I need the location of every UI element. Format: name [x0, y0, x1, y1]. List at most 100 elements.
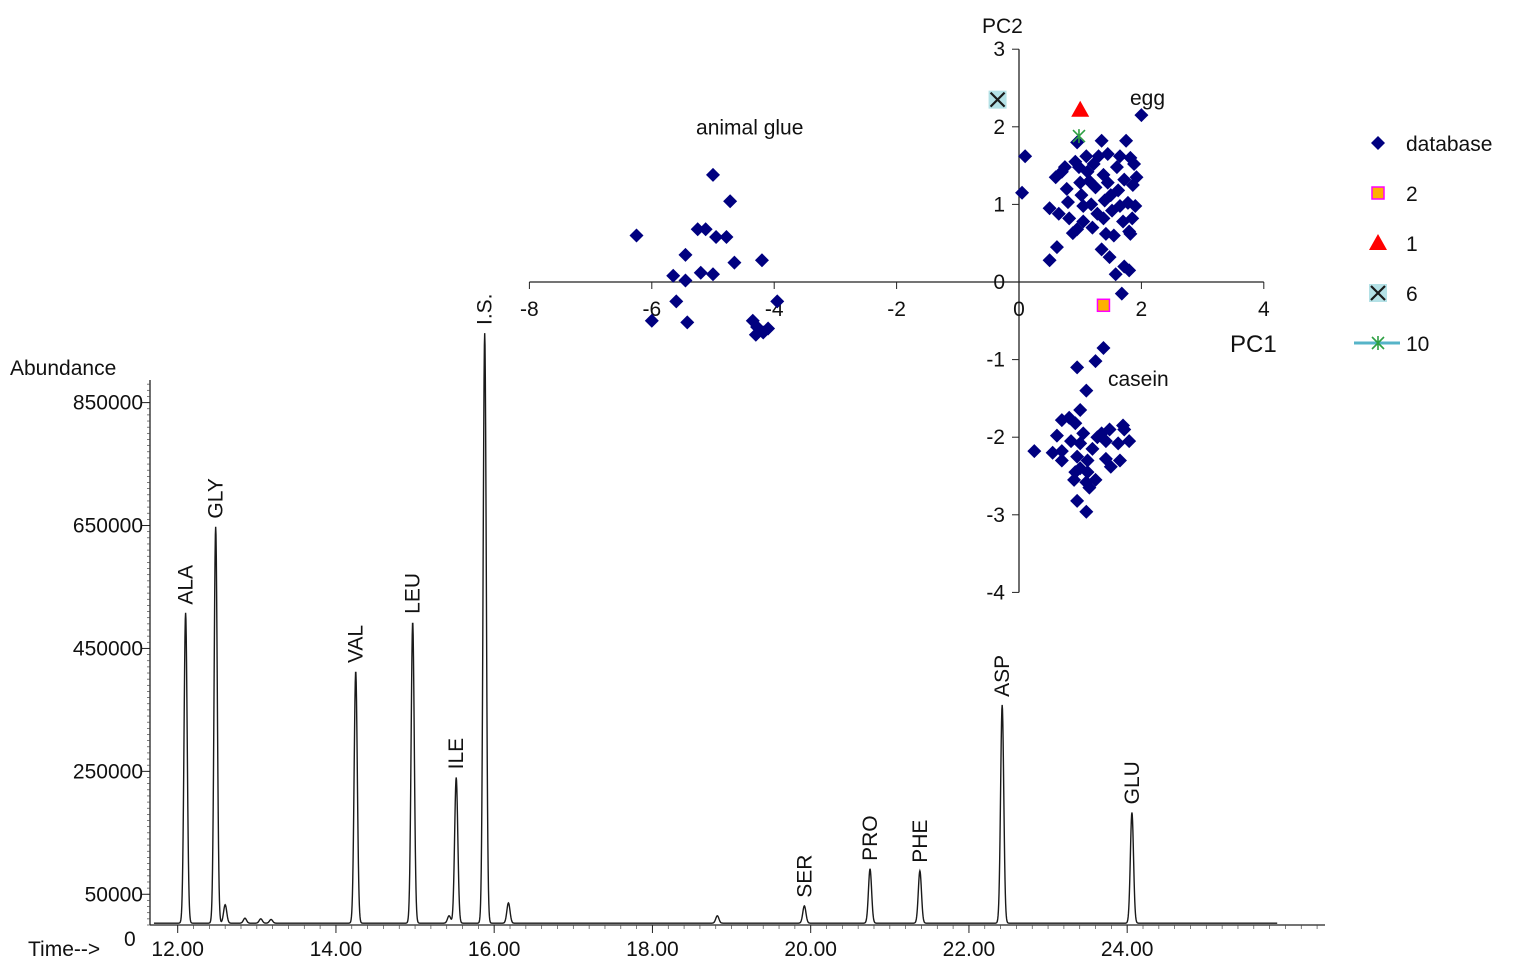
chromatogram-x-tick-label: 20.00 — [784, 938, 837, 958]
pca-point-database — [1111, 183, 1126, 198]
peak-label-is: I.S. — [474, 293, 497, 325]
chromatogram-x-tick-label: 22.00 — [943, 938, 996, 958]
pca-point-database — [1117, 259, 1132, 274]
pca-x-tick-label: 0 — [1013, 298, 1025, 321]
pca-x-tick-label: 4 — [1258, 298, 1270, 321]
pca-point-database — [1106, 228, 1121, 243]
pca-point-database — [680, 315, 695, 330]
pca-y-tick-label: -2 — [986, 426, 1005, 449]
pca-point-database — [748, 327, 763, 342]
pca-annotation-casein: casein — [1108, 368, 1169, 391]
chromatogram-y-tick-label: 250000 — [73, 760, 143, 783]
pca-point-database — [1045, 445, 1060, 460]
pca-x-tick-label: -2 — [887, 298, 906, 321]
pca-x-tick-label: -8 — [520, 298, 539, 321]
pca-point-database — [1054, 444, 1069, 459]
pca-point-database — [706, 167, 720, 182]
pca-points — [629, 90, 1149, 519]
pca-point-database — [1085, 220, 1100, 235]
chromatogram-y-label: Abundance — [10, 357, 116, 380]
pca-point-database — [1112, 149, 1127, 164]
pca-x-label: PC1 — [1230, 331, 1277, 358]
pca-point-database — [1114, 286, 1129, 301]
legend-marker-1 — [1369, 234, 1387, 250]
legend-marker-database — [1371, 136, 1385, 150]
pca-point-database — [719, 229, 734, 244]
chromatogram-axes — [147, 380, 1325, 929]
pca-point-database — [1100, 175, 1115, 190]
chromatogram-y-zero-label: 0 — [124, 928, 136, 951]
pca-point-database — [706, 267, 720, 282]
chromatogram: Abundance Time--> 0 50000 250000 450000 650… — [10, 293, 1325, 958]
pca-point-database — [1070, 222, 1085, 237]
pca-point-database — [1094, 133, 1109, 148]
legend-label-2: 2 — [1406, 183, 1418, 206]
pca-y-tick-label: 3 — [993, 38, 1005, 61]
chromatogram-x-label: Time--> — [28, 938, 100, 958]
pca-point-sample-6 — [988, 90, 1007, 109]
pca-point-database — [1074, 188, 1089, 203]
peak-label-val: VAL — [345, 625, 368, 663]
pca-point-database — [1088, 180, 1103, 195]
pca-point-database — [1060, 195, 1075, 210]
pca-point-database — [690, 222, 705, 237]
pca-point-database — [1096, 211, 1111, 226]
pca-point-database — [1084, 197, 1099, 212]
pca-y-tick-label: -4 — [986, 581, 1005, 604]
chromatogram-peak-labels: ALA GLY VAL LEU ILE I.S. SER PRO PHE ASP GLU — [175, 293, 1144, 897]
legend-entry-database: database — [1371, 133, 1492, 156]
legend-label-6: 6 — [1406, 283, 1418, 306]
pca-point-database — [1080, 465, 1095, 480]
pca-point-database — [1117, 422, 1132, 437]
pca-point-database — [1103, 459, 1118, 474]
pca-point-sample-1 — [1071, 100, 1090, 117]
pca-point-database — [1076, 426, 1091, 441]
pca-point-database — [1082, 480, 1097, 495]
chromatogram-y-tick-label: 850000 — [73, 392, 143, 415]
pca-x-tick-label: 2 — [1136, 298, 1148, 321]
pca-point-database — [1049, 240, 1064, 255]
legend-entry-10: 10 — [1354, 333, 1429, 356]
chromatogram-y-tick-label: 450000 — [73, 637, 143, 660]
pca-point-database — [1119, 133, 1134, 148]
pca-point-database — [1073, 175, 1088, 190]
chromatogram-x-ticks: 12.00 14.00 16.00 18.00 20.00 22.00 24.00 — [151, 925, 1153, 958]
legend-entry-1: 1 — [1369, 233, 1418, 256]
pca-point-sample-6-cross — [989, 91, 1006, 108]
legend-entry-6: 6 — [1369, 283, 1418, 306]
pca-point-database — [678, 273, 693, 288]
peak-label-gly: GLY — [205, 478, 228, 518]
peak-label-leu: LEU — [402, 573, 425, 614]
pca-y-tick-label: -3 — [986, 504, 1005, 527]
pca-y-tick-label: -1 — [986, 349, 1005, 372]
pca-point-database — [1068, 416, 1083, 431]
pca-point-database — [1062, 211, 1077, 226]
pca-point-database — [1059, 181, 1074, 196]
legend-marker-6 — [1369, 284, 1387, 302]
pca-point-database — [698, 222, 713, 237]
pca-point-database — [1122, 434, 1137, 449]
pca-legend: database 2 1 6 10 — [1354, 133, 1492, 356]
legend-label-10: 10 — [1406, 333, 1429, 356]
pca-point-database — [1129, 170, 1144, 185]
legend-label-1: 1 — [1406, 233, 1418, 256]
pca-point-database — [1085, 441, 1100, 456]
pca-point-database — [1125, 211, 1140, 226]
pca-point-database — [666, 268, 681, 283]
pca-point-database — [1015, 185, 1030, 200]
pca-point-database — [1134, 108, 1149, 123]
pca-point-database — [1018, 149, 1033, 164]
chromatogram-x-tick-label: 16.00 — [468, 938, 521, 958]
chromatogram-x-tick-label: 24.00 — [1101, 938, 1154, 958]
pca-point-database — [1057, 160, 1072, 175]
pca-annotation-egg: egg — [1130, 87, 1165, 110]
pca-point-database — [754, 253, 769, 268]
pca-point-database — [1070, 493, 1085, 508]
chromatogram-y-ticks: 50000 250000 450000 650000 850000 — [73, 392, 150, 906]
pca-point-database — [1123, 226, 1138, 241]
pca-point-database — [1049, 428, 1064, 443]
pca-y-label: PC2 — [982, 15, 1023, 38]
